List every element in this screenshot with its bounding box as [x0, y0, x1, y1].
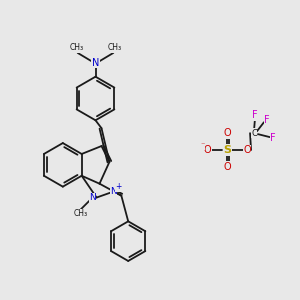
Text: C: C — [251, 129, 257, 138]
Text: N: N — [89, 193, 96, 202]
Text: CH₃: CH₃ — [74, 209, 88, 218]
Text: +: + — [115, 182, 122, 191]
Text: O: O — [224, 162, 231, 172]
Text: O: O — [204, 145, 211, 155]
Text: F: F — [264, 115, 270, 125]
Text: ⁻: ⁻ — [200, 140, 205, 149]
Text: N: N — [92, 58, 99, 68]
Text: O: O — [224, 128, 231, 138]
Text: CH₃: CH₃ — [70, 44, 84, 52]
Text: S: S — [223, 145, 231, 155]
Text: F: F — [270, 133, 276, 143]
Text: N: N — [110, 187, 117, 196]
Text: CH₃: CH₃ — [107, 44, 122, 52]
Text: O: O — [243, 145, 251, 155]
Text: F: F — [252, 110, 258, 120]
